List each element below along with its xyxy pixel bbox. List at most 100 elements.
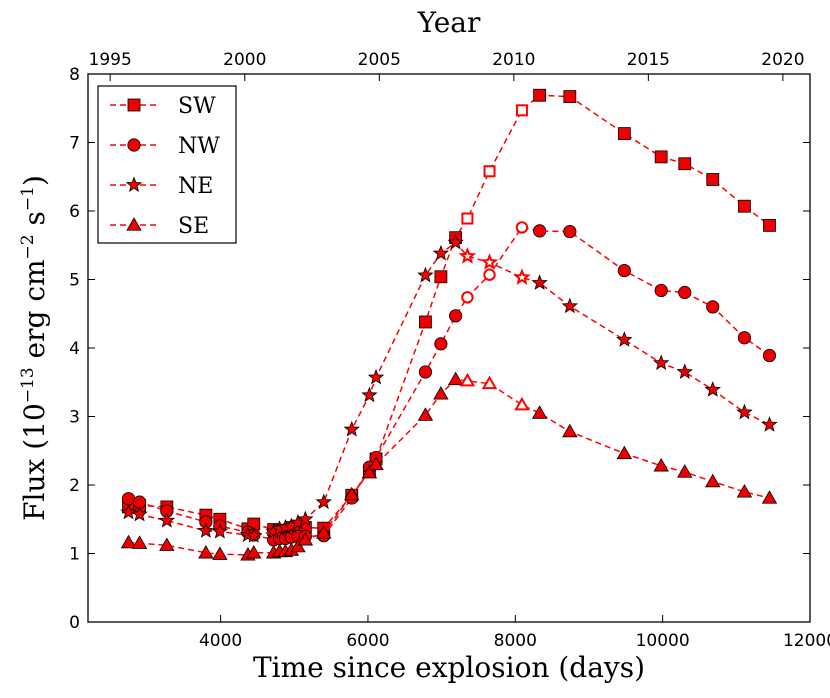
data-point — [483, 165, 496, 178]
data-point — [761, 416, 778, 432]
y-title-exponent: −1 — [18, 186, 38, 211]
legend-marker — [126, 217, 142, 231]
x-tick-label: 8000 — [494, 631, 537, 651]
y-title-part: ) — [18, 175, 51, 186]
data-point — [417, 266, 434, 283]
data-point — [617, 127, 631, 140]
legend-label: SE — [178, 214, 209, 239]
top-tick-label: 2005 — [358, 50, 401, 70]
legend-item-se: SE — [110, 214, 209, 239]
legend-marker — [125, 176, 143, 192]
data-point — [514, 396, 530, 411]
legend-marker — [127, 138, 141, 152]
x-tick-label: 10000 — [636, 631, 690, 651]
data-point — [197, 522, 215, 538]
data-point — [738, 199, 751, 213]
data-point — [361, 386, 378, 403]
data-point — [458, 246, 477, 264]
y-tick-label: 3 — [69, 408, 80, 428]
data-point — [297, 510, 314, 527]
data-point — [447, 371, 464, 386]
legend-item-sw: SW — [110, 94, 216, 119]
data-point — [736, 403, 753, 420]
top-tick-label: 2015 — [627, 50, 670, 70]
data-point — [616, 331, 633, 347]
data-point — [677, 464, 693, 478]
top-tick-label: 2010 — [492, 50, 535, 70]
y-title-exponent: −2 — [18, 234, 38, 259]
data-point — [761, 490, 778, 504]
legend: SW NW NE SE — [97, 85, 237, 244]
data-point — [483, 268, 496, 281]
y-tick-label: 2 — [69, 476, 80, 496]
data-point — [533, 224, 547, 238]
legend-label: SW — [178, 94, 216, 119]
legend-label: NE — [178, 174, 213, 199]
legend-marker — [127, 98, 141, 112]
data-point — [131, 535, 148, 549]
y-tick-label: 7 — [69, 134, 80, 154]
data-point — [480, 253, 499, 270]
data-point — [433, 386, 449, 400]
series-se — [120, 371, 778, 561]
data-point — [246, 545, 262, 559]
y-tick-label: 4 — [69, 339, 80, 359]
data-point — [447, 233, 464, 250]
data-point — [531, 274, 548, 290]
data-point — [120, 534, 137, 549]
top-tick-label: 2020 — [761, 50, 804, 70]
top-axis-title: Year — [417, 6, 481, 39]
y-tick-label: 1 — [69, 545, 80, 565]
data-point — [654, 150, 668, 164]
data-point — [736, 484, 753, 498]
y-title-exponent: −13 — [18, 367, 38, 403]
data-point — [705, 473, 721, 488]
legend-box — [97, 85, 237, 244]
data-point — [654, 283, 668, 298]
y-tick-label: 0 — [69, 613, 80, 633]
data-point — [245, 527, 262, 543]
legend-item-nw: NW — [110, 134, 220, 159]
data-point — [367, 368, 385, 385]
legend-label: NW — [178, 134, 220, 159]
data-point — [368, 456, 384, 471]
data-point — [561, 297, 579, 314]
data-point — [211, 522, 229, 539]
data-point — [417, 407, 434, 421]
data-point — [449, 309, 463, 323]
data-point — [762, 348, 777, 363]
data-point — [562, 423, 578, 438]
data-point — [653, 458, 669, 472]
data-point — [418, 365, 433, 379]
data-point — [563, 90, 577, 104]
data-point — [617, 263, 631, 278]
data-point — [315, 493, 332, 510]
data-point — [159, 537, 175, 551]
data-point — [158, 512, 176, 528]
top-tick-label: 1995 — [89, 50, 132, 70]
data-point — [198, 545, 214, 559]
data-point — [481, 375, 498, 390]
data-point — [763, 218, 776, 232]
top-tick-label: 2000 — [223, 50, 266, 70]
y-tick-label: 5 — [69, 271, 80, 291]
x-axis-title: Time since explosion (days) — [253, 651, 645, 684]
y-tick-label: 8 — [69, 65, 80, 85]
data-point — [515, 104, 528, 117]
data-point — [515, 221, 529, 234]
y-title-part: erg cm — [18, 259, 51, 367]
data-point — [432, 244, 450, 261]
data-point — [290, 538, 306, 553]
data-point — [343, 420, 360, 437]
plot-frame — [87, 73, 811, 623]
x-tick-label: 6000 — [346, 631, 389, 651]
data-point — [678, 285, 692, 300]
data-point — [737, 331, 752, 345]
data-point — [706, 173, 720, 186]
data-point — [434, 337, 448, 351]
data-point — [652, 354, 670, 371]
data-point — [531, 405, 548, 419]
